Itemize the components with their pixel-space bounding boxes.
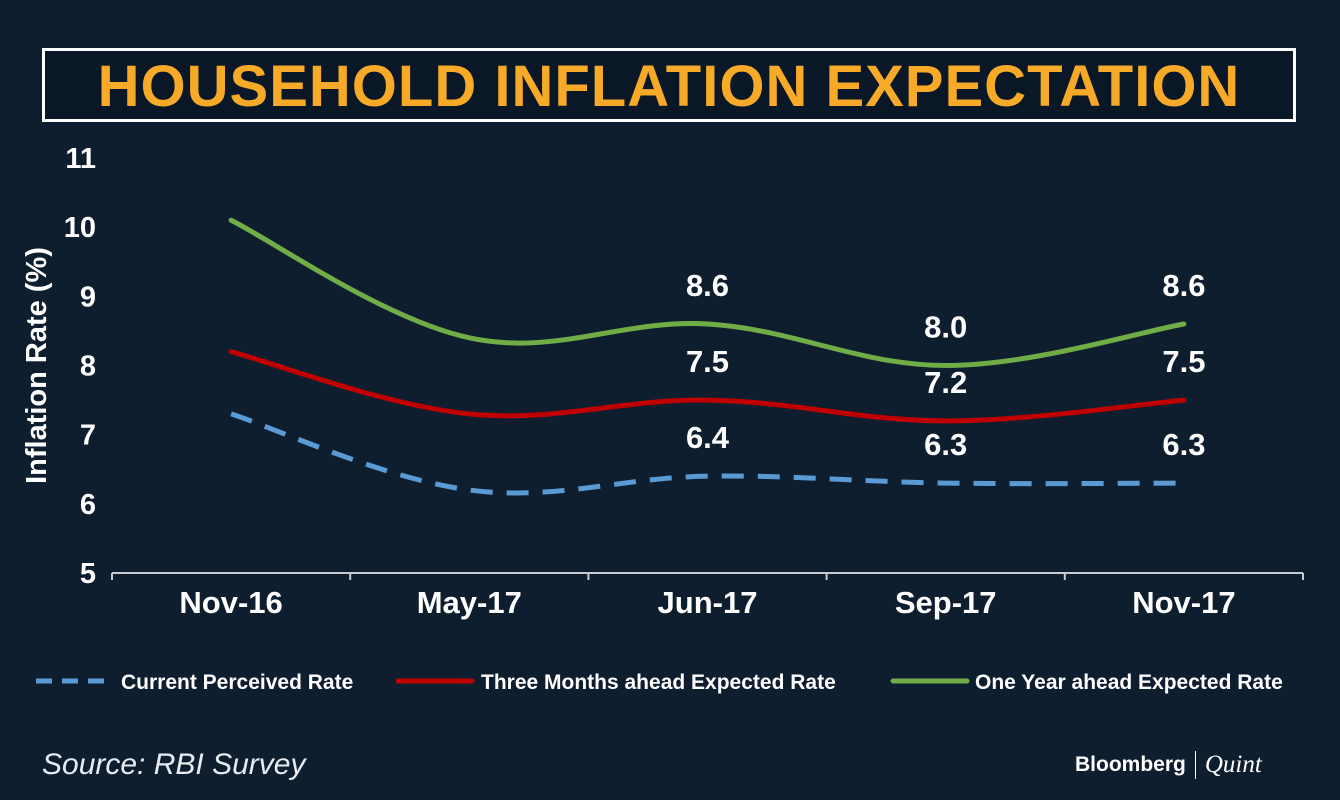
title-box: HOUSEHOLD INFLATION EXPECTATION [42, 48, 1296, 122]
x-tick-label: Jun-17 [658, 585, 758, 620]
x-axis: Nov-16 May-17 Jun-17 Sep-17 Nov-17 [111, 572, 1304, 620]
data-label: 6.4 [686, 420, 730, 455]
brand-name: Bloomberg [1075, 753, 1186, 776]
series-line-1 [230, 411, 1184, 496]
x-tick-label: Nov-16 [179, 585, 282, 620]
data-label: 8.6 [1162, 268, 1205, 303]
data-label: 7.2 [924, 365, 967, 400]
y-tick-label: 5 [80, 558, 96, 590]
data-labels: 6.4 6.3 6.3 7.5 7.2 7.5 8.6 8.0 8.6 [686, 268, 1206, 462]
data-label: 6.3 [1162, 427, 1205, 462]
y-tick-label: 9 [80, 281, 96, 313]
legend-label: Three Months ahead Expected Rate [481, 671, 836, 694]
series-lines [228, 217, 1187, 496]
x-tick-label: Nov-17 [1132, 585, 1235, 620]
brand-divider [1194, 751, 1196, 779]
brand-logo: Bloomberg Quint [1075, 748, 1262, 782]
data-label: 7.5 [686, 344, 729, 379]
x-tick-label: Sep-17 [895, 585, 997, 620]
data-label: 7.5 [1162, 344, 1205, 379]
y-axis-title: Inflation Rate (%) [21, 247, 53, 484]
legend-label: Current Perceived Rate [121, 671, 353, 694]
y-tick-label: 11 [65, 143, 96, 175]
y-tick-label: 10 [64, 212, 96, 244]
legend: Current Perceived Rate Three Months ahead… [36, 671, 1283, 694]
data-label: 8.6 [686, 268, 729, 303]
y-tick-label: 8 [80, 351, 96, 383]
legend-label: One Year ahead Expected Rate [975, 671, 1283, 694]
series-line-3 [228, 217, 1187, 369]
y-tick-label: 7 [80, 420, 96, 452]
data-label: 6.3 [924, 427, 967, 462]
data-label: 8.0 [924, 310, 967, 345]
y-tick-label: 6 [80, 489, 96, 521]
line-chart: 5 6 7 8 9 10 11 Inflation Rate (%) Nov-16 May-17… [21, 143, 1304, 694]
chart-title: HOUSEHOLD INFLATION EXPECTATION [97, 54, 1241, 119]
y-axis: 5 6 7 8 9 10 11 Inflation Rate (%) [21, 143, 96, 590]
series-line-2 [228, 349, 1187, 424]
x-tick-label: May-17 [417, 585, 522, 620]
source-note: Source: RBI Survey [42, 748, 306, 781]
brand-suffix: Quint [1204, 751, 1262, 778]
